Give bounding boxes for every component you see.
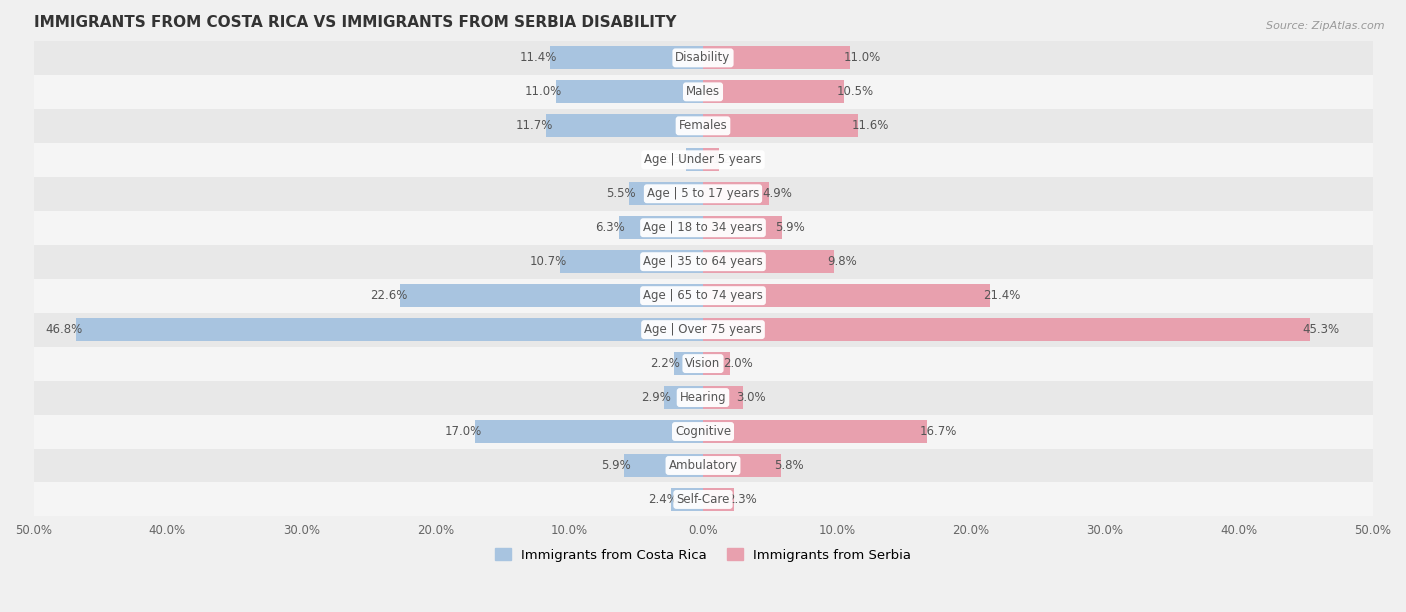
Bar xyxy=(630,182,703,205)
Bar xyxy=(550,47,703,69)
Bar xyxy=(703,284,990,307)
Text: Cognitive: Cognitive xyxy=(675,425,731,438)
Text: Females: Females xyxy=(679,119,727,132)
Bar xyxy=(34,41,1372,75)
Text: Ambulatory: Ambulatory xyxy=(668,459,738,472)
Bar xyxy=(560,250,703,273)
Text: 10.5%: 10.5% xyxy=(837,85,875,99)
Text: 1.3%: 1.3% xyxy=(662,153,692,166)
Bar xyxy=(619,216,703,239)
Bar xyxy=(703,250,834,273)
Text: Age | 5 to 17 years: Age | 5 to 17 years xyxy=(647,187,759,200)
Bar xyxy=(34,414,1372,449)
Text: Disability: Disability xyxy=(675,51,731,64)
Text: 2.4%: 2.4% xyxy=(648,493,678,506)
Bar xyxy=(76,318,703,341)
Text: 4.9%: 4.9% xyxy=(762,187,792,200)
Bar xyxy=(703,47,851,69)
Bar xyxy=(34,143,1372,177)
Bar xyxy=(703,216,782,239)
Text: 2.3%: 2.3% xyxy=(727,493,756,506)
Bar xyxy=(34,211,1372,245)
Bar xyxy=(703,114,858,137)
Bar xyxy=(673,352,703,375)
Bar xyxy=(34,109,1372,143)
Text: 11.4%: 11.4% xyxy=(520,51,557,64)
Bar xyxy=(664,386,703,409)
Text: 5.9%: 5.9% xyxy=(600,459,631,472)
Bar xyxy=(34,75,1372,109)
Text: 11.6%: 11.6% xyxy=(852,119,889,132)
Text: Hearing: Hearing xyxy=(679,391,727,404)
Text: Source: ZipAtlas.com: Source: ZipAtlas.com xyxy=(1267,21,1385,31)
Bar xyxy=(686,148,703,171)
Bar xyxy=(703,80,844,103)
Text: Age | Over 75 years: Age | Over 75 years xyxy=(644,323,762,336)
Text: Age | 65 to 74 years: Age | 65 to 74 years xyxy=(643,289,763,302)
Text: 6.3%: 6.3% xyxy=(596,221,626,234)
Bar xyxy=(703,352,730,375)
Bar xyxy=(671,488,703,511)
Bar xyxy=(703,318,1309,341)
Text: Age | 35 to 64 years: Age | 35 to 64 years xyxy=(643,255,763,268)
Bar xyxy=(555,80,703,103)
Bar xyxy=(34,482,1372,517)
Text: 16.7%: 16.7% xyxy=(920,425,957,438)
Text: 5.8%: 5.8% xyxy=(773,459,804,472)
Text: 11.0%: 11.0% xyxy=(526,85,562,99)
Text: 21.4%: 21.4% xyxy=(983,289,1021,302)
Text: Males: Males xyxy=(686,85,720,99)
Bar xyxy=(34,278,1372,313)
Text: 22.6%: 22.6% xyxy=(370,289,408,302)
Bar xyxy=(34,245,1372,278)
Text: 17.0%: 17.0% xyxy=(444,425,482,438)
Text: 11.0%: 11.0% xyxy=(844,51,880,64)
Bar xyxy=(703,386,744,409)
Text: 5.5%: 5.5% xyxy=(606,187,636,200)
Text: 3.0%: 3.0% xyxy=(737,391,766,404)
Bar xyxy=(703,148,718,171)
Text: 9.8%: 9.8% xyxy=(828,255,858,268)
Bar xyxy=(475,420,703,443)
Bar xyxy=(624,454,703,477)
Bar xyxy=(34,177,1372,211)
Bar xyxy=(703,454,780,477)
Text: Vision: Vision xyxy=(685,357,721,370)
Text: 11.7%: 11.7% xyxy=(516,119,553,132)
Bar xyxy=(34,346,1372,381)
Bar xyxy=(34,449,1372,482)
Text: 45.3%: 45.3% xyxy=(1303,323,1340,336)
Bar xyxy=(703,182,769,205)
Text: 10.7%: 10.7% xyxy=(529,255,567,268)
Bar xyxy=(703,420,927,443)
Text: 2.2%: 2.2% xyxy=(651,357,681,370)
Bar xyxy=(547,114,703,137)
Text: 2.0%: 2.0% xyxy=(723,357,752,370)
Text: 5.9%: 5.9% xyxy=(775,221,806,234)
Text: 2.9%: 2.9% xyxy=(641,391,671,404)
Bar xyxy=(34,313,1372,346)
Text: Age | Under 5 years: Age | Under 5 years xyxy=(644,153,762,166)
Text: Age | 18 to 34 years: Age | 18 to 34 years xyxy=(643,221,763,234)
Text: IMMIGRANTS FROM COSTA RICA VS IMMIGRANTS FROM SERBIA DISABILITY: IMMIGRANTS FROM COSTA RICA VS IMMIGRANTS… xyxy=(34,15,676,30)
Text: Self-Care: Self-Care xyxy=(676,493,730,506)
Text: 46.8%: 46.8% xyxy=(46,323,83,336)
Legend: Immigrants from Costa Rica, Immigrants from Serbia: Immigrants from Costa Rica, Immigrants f… xyxy=(489,543,917,567)
Bar xyxy=(401,284,703,307)
Bar xyxy=(703,488,734,511)
Text: 1.2%: 1.2% xyxy=(713,153,742,166)
Bar xyxy=(34,381,1372,414)
